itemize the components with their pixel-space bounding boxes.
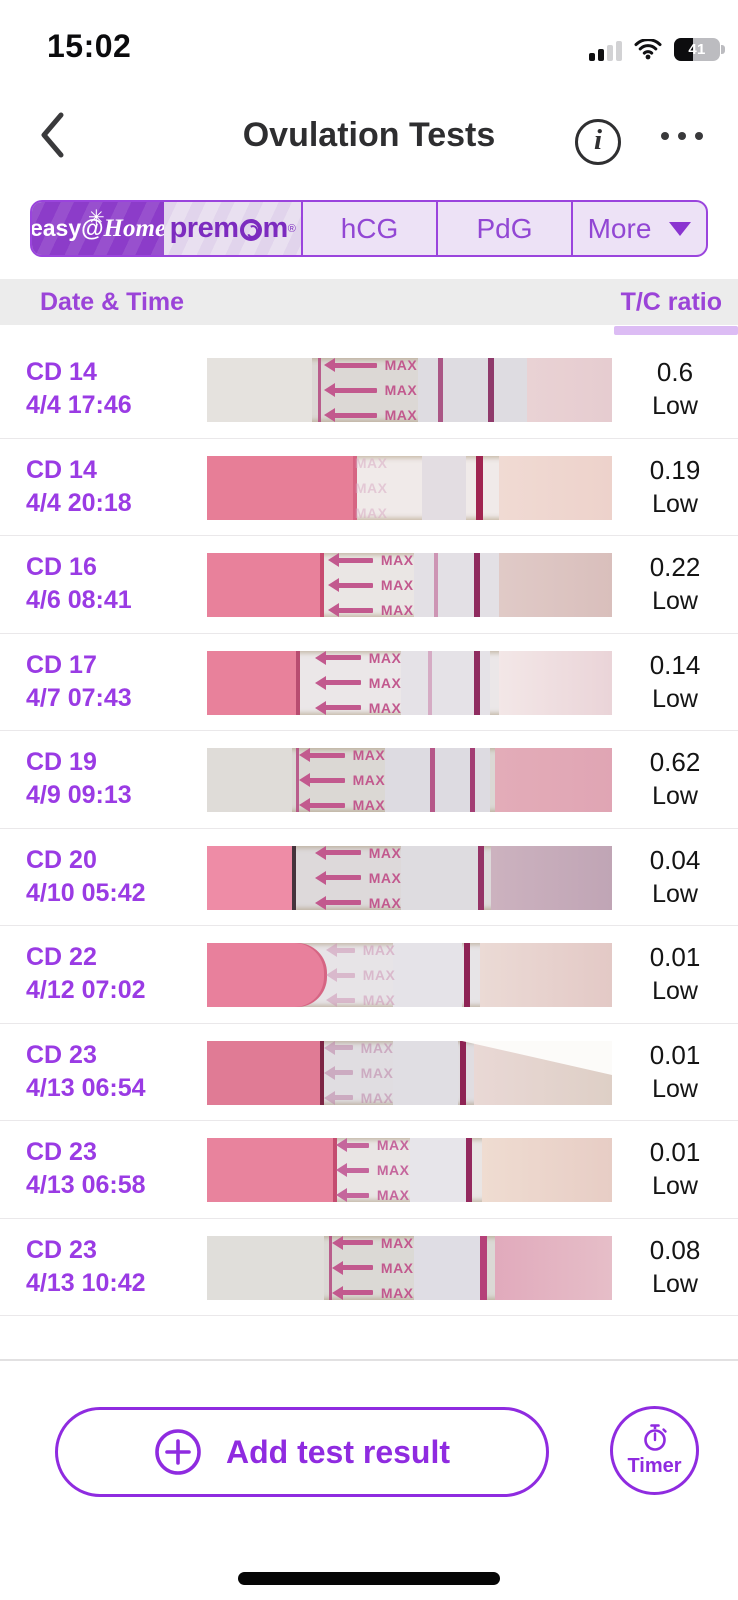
cycle-day-label: CD 14 [26, 455, 97, 484]
test-result-row[interactable]: CD 17 4/7 07:43 MAX MAX MAX 0.14 Low [0, 634, 738, 731]
test-result-row[interactable]: CD 23 4/13 10:42 MAX MAX MAX 0.08 Low [0, 1219, 738, 1316]
test-strip-photo[interactable]: MAX MAX MAX [207, 553, 612, 617]
nav-bar: Ovulation Tests i [0, 90, 738, 180]
plus-circle-icon [155, 1429, 201, 1475]
test-datetime-label: 4/13 06:54 [26, 1073, 146, 1102]
result-level-label: Low [652, 1269, 698, 1298]
home-indicator[interactable] [238, 1572, 500, 1585]
test-datetime-label: 4/13 06:58 [26, 1171, 146, 1200]
tab-pdg[interactable]: PdG [436, 202, 571, 255]
timer-label: Timer [627, 1455, 682, 1477]
timer-button[interactable]: Timer [610, 1406, 699, 1495]
battery-fill [674, 38, 693, 61]
test-datetime-label: 4/4 17:46 [26, 391, 132, 420]
cycle-day-label: CD 23 [26, 1040, 97, 1069]
result-level-label: Low [652, 782, 698, 811]
chevron-left-icon [41, 112, 64, 158]
flower-icon: ✳ [88, 207, 105, 229]
test-result-row[interactable]: CD 16 4/6 08:41 MAX MAX MAX 0.22 Low [0, 536, 738, 634]
tc-ratio-value: 0.08 [649, 1234, 701, 1265]
ellipsis-icon [661, 132, 669, 140]
cycle-day-label: CD 23 [26, 1235, 97, 1264]
cycle-day-label: CD 22 [26, 943, 97, 972]
tab-more[interactable]: More [571, 202, 706, 255]
test-result-row[interactable]: CD 23 4/13 06:58 MAX MAX MAX 0.01 Low [0, 1121, 738, 1219]
cycle-day-label: CD 16 [26, 553, 97, 582]
cycle-day-label: CD 23 [26, 1138, 97, 1167]
info-icon: i [593, 124, 603, 156]
tab-premom-logo[interactable]: prem m ® [164, 202, 301, 255]
info-button[interactable]: i [575, 119, 621, 165]
cycle-day-label: CD 20 [26, 845, 97, 874]
result-level-label: Low [652, 392, 698, 421]
tc-ratio-value: 0.01 [649, 1039, 701, 1070]
test-datetime-label: 4/4 20:18 [26, 488, 132, 517]
test-result-row[interactable]: CD 20 4/10 05:42 MAX MAX MAX 0.04 Low [0, 829, 738, 926]
test-datetime-label: 4/7 07:43 [26, 683, 132, 712]
test-datetime-label: 4/12 07:02 [26, 976, 146, 1005]
tc-ratio-sort-underline [614, 326, 738, 335]
stopwatch-icon [643, 1424, 667, 1451]
test-result-row[interactable]: CD 19 4/9 09:13 MAX MAX MAX 0.62 Low [0, 731, 738, 829]
test-result-row[interactable]: CD 14 4/4 17:46 MAX MAX MAX 0.6 Low [0, 341, 738, 439]
cycle-day-label: CD 17 [26, 650, 97, 679]
result-level-label: Low [652, 489, 698, 518]
test-strip-photo[interactable]: MAX MAX MAX [207, 748, 612, 812]
test-strip-photo[interactable]: MAX MAX MAX [207, 943, 612, 1007]
tc-ratio-value: 0.19 [649, 454, 701, 485]
more-menu-button[interactable] [661, 131, 703, 141]
column-tc-ratio[interactable]: T/C ratio [620, 287, 722, 316]
test-datetime-label: 4/13 10:42 [26, 1268, 146, 1297]
test-result-row[interactable]: CD 14 4/4 20:18 MAX MAX MAX 0.19 Low [0, 439, 738, 536]
test-strip-photo[interactable]: MAX MAX MAX [207, 1235, 612, 1300]
result-level-label: Low [652, 1074, 698, 1103]
test-results-list: CD 14 4/4 17:46 MAX MAX MAX 0.6 Low CD 14 … [0, 341, 738, 1316]
table-header: Date & Time T/C ratio [0, 279, 738, 325]
result-level-label: Low [652, 977, 698, 1006]
status-bar: 15:02 41 [0, 0, 738, 90]
wifi-icon [634, 39, 662, 60]
result-level-label: Low [652, 587, 698, 616]
tc-ratio-value: 0.04 [649, 844, 701, 875]
cycle-day-label: CD 19 [26, 748, 97, 777]
tab-hcg[interactable]: hCG [301, 202, 436, 255]
tc-ratio-value: 0.22 [649, 552, 701, 583]
footer-divider [0, 1359, 738, 1361]
result-level-label: Low [652, 684, 698, 713]
test-strip-photo[interactable]: MAX MAX MAX [207, 358, 612, 422]
tab-lh-easyhome-logo[interactable]: ✳ easy@Home [32, 202, 166, 255]
test-datetime-label: 4/9 09:13 [26, 781, 132, 810]
battery-percent: 41 [688, 41, 706, 58]
page-title: Ovulation Tests [242, 115, 496, 154]
test-result-row[interactable]: CD 23 4/13 06:54 MAX MAX MAX 0.01 Low [0, 1024, 738, 1121]
tc-ratio-value: 0.01 [649, 942, 701, 973]
battery-icon: 41 [674, 38, 725, 61]
cellular-signal-icon [589, 39, 622, 61]
tc-ratio-value: 0.62 [649, 747, 701, 778]
test-datetime-label: 4/10 05:42 [26, 878, 146, 907]
tc-ratio-value: 0.01 [649, 1137, 701, 1168]
test-strip-photo[interactable]: MAX MAX MAX [207, 455, 612, 520]
add-test-result-button[interactable]: Add test result [55, 1407, 549, 1497]
test-strip-photo[interactable]: MAX MAX MAX [207, 1040, 612, 1105]
test-strip-photo[interactable]: MAX MAX MAX [207, 1138, 612, 1202]
test-strip-photo[interactable]: MAX MAX MAX [207, 650, 612, 715]
tc-ratio-value: 0.6 [656, 357, 694, 388]
result-level-label: Low [652, 879, 698, 908]
column-date-time: Date & Time [40, 287, 185, 316]
result-level-label: Low [652, 1172, 698, 1201]
test-type-tabbar: ✳ easy@Home prem m ® hCG PdG More [30, 200, 708, 257]
test-strip-photo[interactable]: MAX MAX MAX [207, 845, 612, 910]
test-datetime-label: 4/6 08:41 [26, 586, 132, 615]
caret-down-icon [669, 221, 692, 236]
premom-o-icon [239, 218, 262, 241]
cycle-day-label: CD 14 [26, 358, 97, 387]
back-button[interactable] [38, 108, 82, 162]
tc-ratio-value: 0.14 [649, 649, 701, 680]
clock: 15:02 [47, 28, 132, 64]
test-result-row[interactable]: CD 22 4/12 07:02 MAX MAX MAX 0.01 Low [0, 926, 738, 1024]
add-test-result-label: Add test result [225, 1433, 451, 1470]
